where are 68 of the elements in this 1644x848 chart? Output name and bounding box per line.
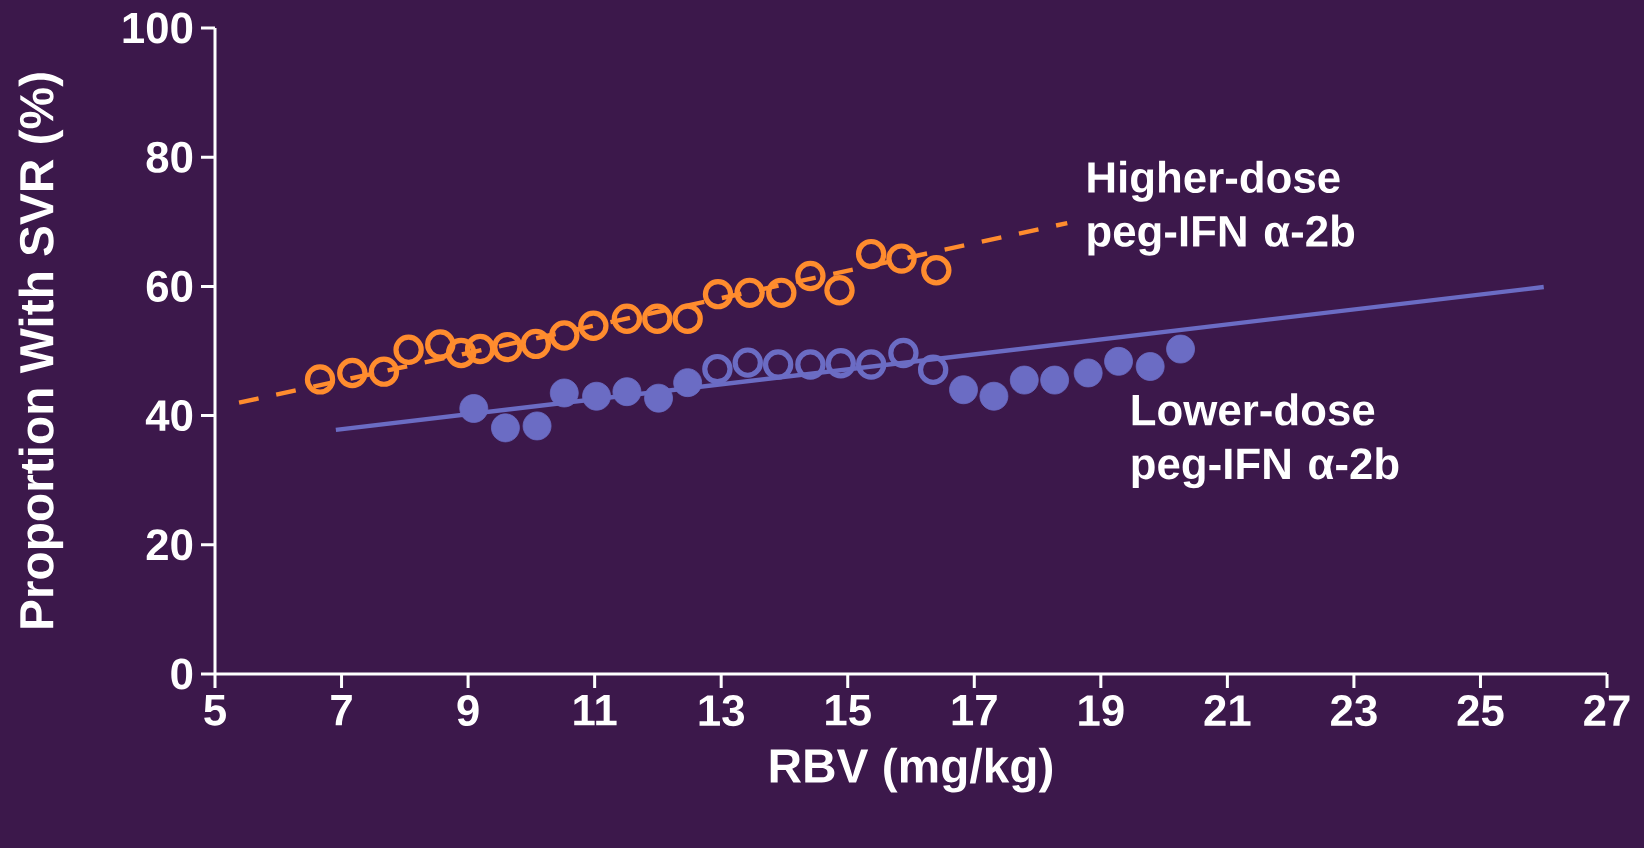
point [304,364,336,395]
point [917,354,949,385]
point [702,353,733,385]
point [368,356,400,387]
x-axis-title: RBV (mg/kg) [770,747,1053,793]
point [1104,346,1133,376]
point [644,383,673,413]
point [1073,358,1103,388]
point [492,331,523,363]
point [612,377,642,407]
point [491,413,520,443]
y-tick-label: 80 [146,141,193,173]
point [825,348,856,379]
annotation: Higher-dose peg-IFN α-2b [1088,160,1355,256]
point [393,334,424,365]
point [672,303,703,334]
point [459,394,489,423]
point [642,303,673,334]
x-tick-label: 11 [574,695,617,726]
point [337,357,368,389]
point [673,368,703,398]
point [762,349,794,380]
point [1009,365,1039,395]
point [888,337,919,369]
point [425,329,456,360]
point [855,238,887,270]
point [464,333,496,365]
x-tick-label: 21 [1204,695,1251,726]
annotation: Lower-dose peg-IFN α-2b [1132,393,1399,489]
point [522,411,552,441]
x-tick-label: 9 [457,695,479,727]
x-tick-label: 25 [1457,695,1504,727]
point [578,310,609,341]
x-tick-label: 7 [331,695,352,726]
point [520,328,551,360]
point [445,337,477,369]
point [1166,334,1195,364]
x-tick-label: 27 [1584,695,1630,726]
point [766,277,797,309]
point [979,381,1009,411]
y-tick-label: 20 [146,529,193,561]
point [855,349,887,380]
point [549,320,580,351]
point [582,381,611,411]
y-tick-label: 100 [123,12,193,44]
point [886,243,917,274]
point [734,277,765,309]
x-tick-label: 17 [952,695,997,726]
x-tick-label: 19 [1079,695,1124,727]
point [1040,365,1070,395]
point [795,260,826,292]
point [921,255,952,286]
y-axis-title: Proportion With SVR (%) [18,73,64,628]
point [549,378,579,408]
point [949,375,978,405]
point [824,275,855,306]
point [702,278,734,310]
y-tick-label: 60 [146,270,193,302]
x-tick-label: 15 [826,695,871,726]
point [611,303,643,334]
y-tick-label: 40 [145,400,193,432]
point [732,347,763,378]
x-tick-label: 23 [1331,695,1377,727]
point [1135,352,1165,381]
x-tick-label: 13 [699,695,744,727]
point [795,349,826,380]
x-tick-label: 5 [204,695,226,726]
y-tick-label: 0 [171,658,193,690]
